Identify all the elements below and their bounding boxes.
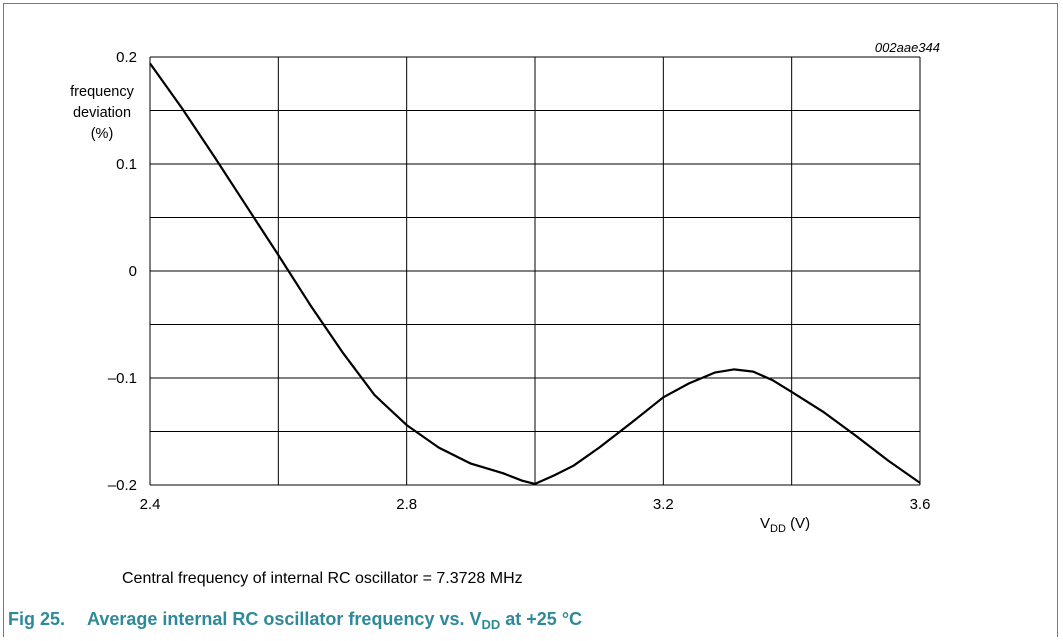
y-axis-title-line: (%) [91,126,114,142]
chart: 2.4 2.8 3.2 3.6 0.2 0.1 0 –0.1 –0.2 002aae344 fr… [70,40,940,535]
figure-title: Average internal RC oscillator frequency… [87,609,583,632]
figure-caption: Fig 25. Average internal RC oscillator fr… [8,609,582,632]
y-tick-label: –0.1 [108,370,137,387]
x-tick-label: 2.4 [140,496,161,513]
y-tick-label: 0.1 [116,156,137,173]
x-tick-label: 3.6 [910,496,931,513]
chart-grid [149,56,921,486]
y-tick-label: –0.2 [108,477,137,494]
y-axis-title-line: frequency [70,84,134,100]
chart-note: Central frequency of internal RC oscilla… [122,570,523,587]
x-tick-label: 3.2 [653,496,674,513]
series-line [149,62,921,485]
figure-number: Fig 25. [8,609,66,629]
y-tick-label: 0 [129,263,137,280]
x-tick-label: 2.8 [396,496,417,513]
y-axis-title: frequency deviation (%) [70,84,134,142]
chart-axis-labels: 2.4 2.8 3.2 3.6 0.2 0.1 0 –0.1 –0.2 [108,49,931,513]
x-axis-title: VDD (V) [760,515,810,535]
figure-code: 002aae344 [875,40,940,55]
figure-frame [3,3,1058,637]
y-axis-title-line: deviation [73,105,131,121]
y-tick-label: 0.2 [116,49,137,66]
